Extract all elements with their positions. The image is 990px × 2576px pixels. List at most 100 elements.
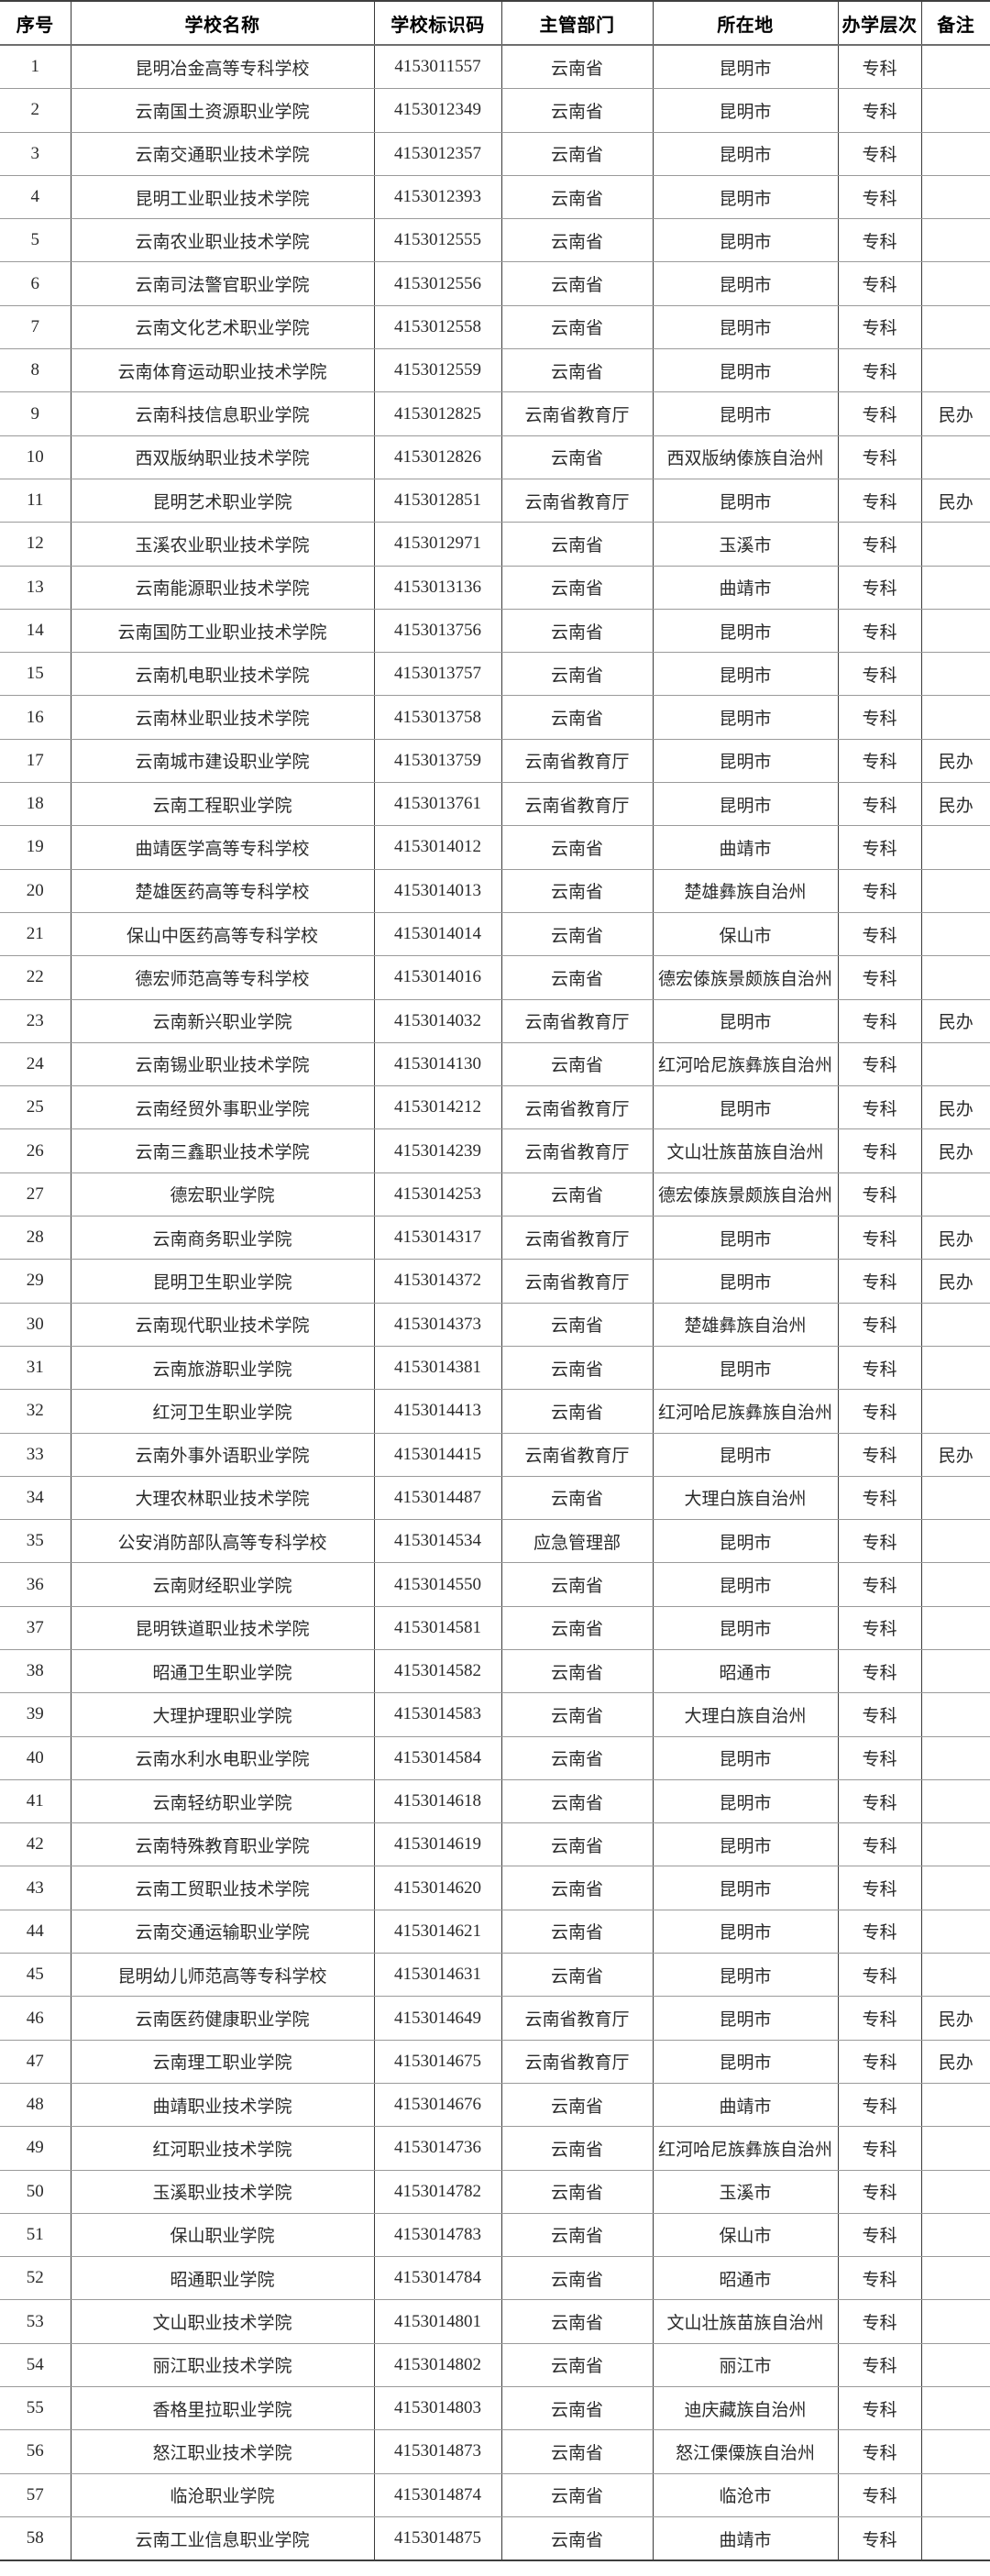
cell-dept: 云南省 bbox=[500, 218, 654, 263]
cell-level: 专科 bbox=[837, 2515, 922, 2561]
cell-dept: 云南省 bbox=[500, 2342, 654, 2388]
cell-code: 4153014534 bbox=[373, 1519, 502, 1564]
cell-note bbox=[920, 435, 990, 479]
cell-code: 4153011557 bbox=[373, 44, 502, 90]
cell-dept: 云南省教育厅 bbox=[500, 2039, 654, 2084]
cell-name: 西双版纳职业技术学院 bbox=[70, 435, 375, 479]
cell-code: 4153014783 bbox=[373, 2212, 502, 2258]
cell-note bbox=[920, 2256, 990, 2301]
cell-level: 专科 bbox=[837, 1041, 922, 1087]
cell-dept: 云南省教育厅 bbox=[500, 1996, 654, 2041]
cell-location: 丽江市 bbox=[652, 2342, 839, 2388]
table-row: 24 云南锡业职业技术学院 4153014130 云南省 红河哈尼族彝族自治州 专科 bbox=[0, 1041, 990, 1087]
cell-location: 临沧市 bbox=[652, 2472, 839, 2517]
cell-name: 昆明艺术职业学院 bbox=[70, 478, 375, 523]
cell-location: 昆明市 bbox=[652, 998, 839, 1043]
cell-code: 4153014381 bbox=[373, 1345, 502, 1391]
cell-index: 6 bbox=[0, 261, 72, 306]
cell-name: 云南文化艺术职业学院 bbox=[70, 304, 375, 350]
table-row: 49 红河职业技术学院 4153014736 云南省 红河哈尼族彝族自治州 专科 bbox=[0, 2126, 990, 2171]
cell-note: 民办 bbox=[920, 1128, 990, 1173]
cell-dept: 云南省 bbox=[500, 1692, 654, 1737]
cell-location: 昆明市 bbox=[652, 1562, 839, 1607]
cell-name: 保山中医药高等专科学校 bbox=[70, 911, 375, 957]
cell-location: 昆明市 bbox=[652, 782, 839, 827]
table-row: 53 文山职业技术学院 4153014801 云南省 文山壮族苗族自治州 专科 bbox=[0, 2299, 990, 2344]
cell-code: 4153014413 bbox=[373, 1389, 502, 1434]
cell-code: 4153014649 bbox=[373, 1996, 502, 2041]
cell-level: 专科 bbox=[837, 2429, 922, 2474]
table-row: 44 云南交通运输职业学院 4153014621 云南省 昆明市 专科 bbox=[0, 1909, 990, 1954]
cell-level: 专科 bbox=[837, 2126, 922, 2171]
cell-index: 15 bbox=[0, 652, 72, 697]
cell-dept: 云南省 bbox=[500, 1735, 654, 1780]
cell-location: 文山壮族苗族自治州 bbox=[652, 1128, 839, 1173]
cell-location: 昆明市 bbox=[652, 1735, 839, 1780]
cell-name: 云南工贸职业技术学院 bbox=[70, 1866, 375, 1910]
cell-dept: 应急管理部 bbox=[500, 1519, 654, 1564]
cell-location: 红河哈尼族彝族自治州 bbox=[652, 1389, 839, 1434]
table-header-row: 序号 学校名称 学校标识码 主管部门 所在地 办学层次 备注 bbox=[0, 1, 990, 46]
cell-code: 4153012971 bbox=[373, 522, 502, 567]
cell-dept: 云南省 bbox=[500, 1953, 654, 1998]
cell-level: 专科 bbox=[837, 911, 922, 957]
cell-name: 云南理工职业学院 bbox=[70, 2039, 375, 2084]
cell-index: 17 bbox=[0, 738, 72, 784]
cell-name: 云南经贸外事职业学院 bbox=[70, 1085, 375, 1130]
cell-index: 13 bbox=[0, 565, 72, 610]
cell-name: 云南轻纺职业学院 bbox=[70, 1778, 375, 1824]
cell-index: 34 bbox=[0, 1475, 72, 1521]
cell-index: 14 bbox=[0, 608, 72, 654]
cell-code: 4153012393 bbox=[373, 174, 502, 220]
cell-code: 4153014582 bbox=[373, 1648, 502, 1694]
cell-code: 4153014618 bbox=[373, 1778, 502, 1824]
table-row: 4 昆明工业职业技术学院 4153012393 云南省 昆明市 专科 bbox=[0, 174, 990, 220]
cell-level: 专科 bbox=[837, 1735, 922, 1780]
cell-location: 曲靖市 bbox=[652, 2082, 839, 2128]
cell-dept: 云南省 bbox=[500, 652, 654, 697]
cell-index: 41 bbox=[0, 1778, 72, 1824]
cell-index: 46 bbox=[0, 1996, 72, 2041]
cell-note: 民办 bbox=[920, 1996, 990, 2041]
cell-name: 云南新兴职业学院 bbox=[70, 998, 375, 1043]
cell-name: 云南司法警官职业学院 bbox=[70, 261, 375, 306]
table-row: 40 云南水利水电职业学院 4153014584 云南省 昆明市 专科 bbox=[0, 1735, 990, 1780]
cell-dept: 云南省 bbox=[500, 1041, 654, 1087]
cell-note bbox=[920, 825, 990, 870]
cell-code: 4153013756 bbox=[373, 608, 502, 654]
cell-index: 35 bbox=[0, 1519, 72, 1564]
cell-location: 曲靖市 bbox=[652, 565, 839, 610]
cell-note bbox=[920, 44, 990, 90]
cell-level: 专科 bbox=[837, 2212, 922, 2258]
cell-dept: 云南省 bbox=[500, 2212, 654, 2258]
cell-code: 4153014016 bbox=[373, 955, 502, 1000]
table-body: 1 昆明冶金高等专科学校 4153011557 云南省 昆明市 专科 2 云南国土资源职业学院… bbox=[0, 44, 990, 2561]
cell-dept: 云南省 bbox=[500, 695, 654, 740]
table-row: 25 云南经贸外事职业学院 4153014212 云南省教育厅 昆明市 专科 民办 bbox=[0, 1085, 990, 1130]
cell-name: 云南体育运动职业技术学院 bbox=[70, 348, 375, 393]
cell-code: 4153013759 bbox=[373, 738, 502, 784]
cell-code: 4153014619 bbox=[373, 1822, 502, 1867]
table-row: 12 玉溪农业职业技术学院 4153012971 云南省 玉溪市 专科 bbox=[0, 522, 990, 567]
cell-dept: 云南省 bbox=[500, 2169, 654, 2214]
cell-location: 昆明市 bbox=[652, 1259, 839, 1304]
cell-note bbox=[920, 2299, 990, 2344]
cell-code: 4153014239 bbox=[373, 1128, 502, 1173]
table-row: 27 德宏职业学院 4153014253 云南省 德宏傣族景颇族自治州 专科 bbox=[0, 1172, 990, 1217]
cell-note bbox=[920, 608, 990, 654]
table-row: 18 云南工程职业学院 4153013761 云南省教育厅 昆明市 专科 民办 bbox=[0, 782, 990, 827]
cell-dept: 云南省 bbox=[500, 825, 654, 870]
cell-dept: 云南省 bbox=[500, 435, 654, 479]
cell-index: 27 bbox=[0, 1172, 72, 1217]
cell-index: 28 bbox=[0, 1216, 72, 1260]
table-row: 9 云南科技信息职业学院 4153012825 云南省教育厅 昆明市 专科 民办 bbox=[0, 391, 990, 436]
cell-level: 专科 bbox=[837, 1996, 922, 2041]
cell-level: 专科 bbox=[837, 522, 922, 567]
cell-index: 57 bbox=[0, 2472, 72, 2517]
cell-index: 33 bbox=[0, 1432, 72, 1477]
table-row: 51 保山职业学院 4153014783 云南省 保山市 专科 bbox=[0, 2212, 990, 2258]
cell-note bbox=[920, 1389, 990, 1434]
cell-note bbox=[920, 955, 990, 1000]
cell-level: 专科 bbox=[837, 1085, 922, 1130]
cell-location: 昆明市 bbox=[652, 1909, 839, 1954]
